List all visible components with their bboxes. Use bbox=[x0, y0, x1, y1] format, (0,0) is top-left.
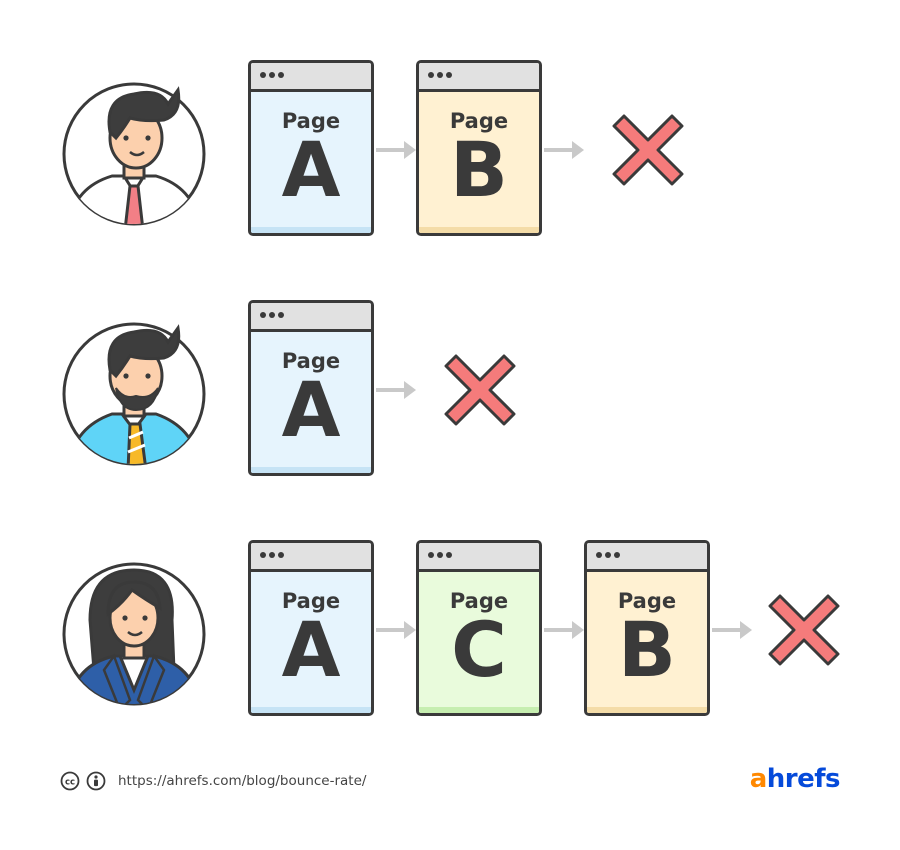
arrow-right-icon bbox=[376, 621, 416, 639]
license-footer: cc https://ahrefs.com/blog/bounce-rate/ bbox=[60, 770, 366, 792]
page-letter: B bbox=[450, 125, 508, 214]
window-dots-icon bbox=[428, 552, 452, 558]
browser-title-bar bbox=[251, 303, 371, 332]
page-letter: C bbox=[451, 605, 507, 694]
businessman-avatar-icon bbox=[62, 82, 206, 226]
arrow-right-icon bbox=[544, 141, 584, 159]
arrow-right-icon bbox=[376, 141, 416, 159]
page-label: Page bbox=[281, 589, 341, 613]
arrow-right-icon bbox=[544, 621, 584, 639]
browser-title-bar bbox=[251, 543, 371, 572]
page-letter: B bbox=[618, 605, 676, 694]
page-letter: A bbox=[281, 365, 341, 454]
window-dots-icon bbox=[260, 72, 284, 78]
journey-row-3: Page A Page C Page B bbox=[0, 540, 900, 720]
window-dots-icon bbox=[260, 552, 284, 558]
browser-title-bar bbox=[251, 63, 371, 92]
logo-accent-letter: a bbox=[749, 764, 768, 794]
exit-x-icon bbox=[768, 594, 840, 666]
window-dots-icon bbox=[596, 552, 620, 558]
page-label: Page bbox=[617, 589, 677, 613]
source-url-link[interactable]: https://ahrefs.com/blog/bounce-rate/ bbox=[118, 773, 367, 789]
page-card-a: Page A bbox=[248, 540, 374, 716]
page-label: Page bbox=[449, 589, 509, 613]
page-letter: A bbox=[281, 125, 341, 214]
page-card-c: Page C bbox=[416, 540, 542, 716]
ahrefs-logo[interactable]: ahrefs bbox=[749, 764, 841, 794]
logo-wordmark: hrefs bbox=[766, 764, 841, 794]
svg-text:cc: cc bbox=[65, 778, 75, 788]
businesswoman-avatar-icon bbox=[62, 562, 206, 706]
page-letter: A bbox=[281, 605, 341, 694]
page-card-b: Page B bbox=[416, 60, 542, 236]
window-dots-icon bbox=[260, 312, 284, 318]
arrow-right-icon bbox=[712, 621, 752, 639]
browser-title-bar bbox=[419, 63, 539, 92]
page-card-a: Page A bbox=[248, 60, 374, 236]
browser-title-bar bbox=[419, 543, 539, 572]
arrow-right-icon bbox=[376, 381, 416, 399]
exit-x-icon bbox=[444, 354, 516, 426]
journey-row-2: Page A bbox=[0, 300, 900, 480]
page-label: Page bbox=[281, 349, 341, 373]
attribution-icon bbox=[86, 771, 106, 791]
cc-icon: cc bbox=[60, 771, 80, 791]
window-dots-icon bbox=[428, 72, 452, 78]
journey-row-1: Page A Page B bbox=[0, 60, 900, 240]
page-card-b: Page B bbox=[584, 540, 710, 716]
page-card-a: Page A bbox=[248, 300, 374, 476]
bearded-man-avatar-icon bbox=[62, 322, 206, 466]
page-label: Page bbox=[449, 109, 509, 133]
exit-x-icon bbox=[612, 114, 684, 186]
browser-title-bar bbox=[587, 543, 707, 572]
page-label: Page bbox=[281, 109, 341, 133]
